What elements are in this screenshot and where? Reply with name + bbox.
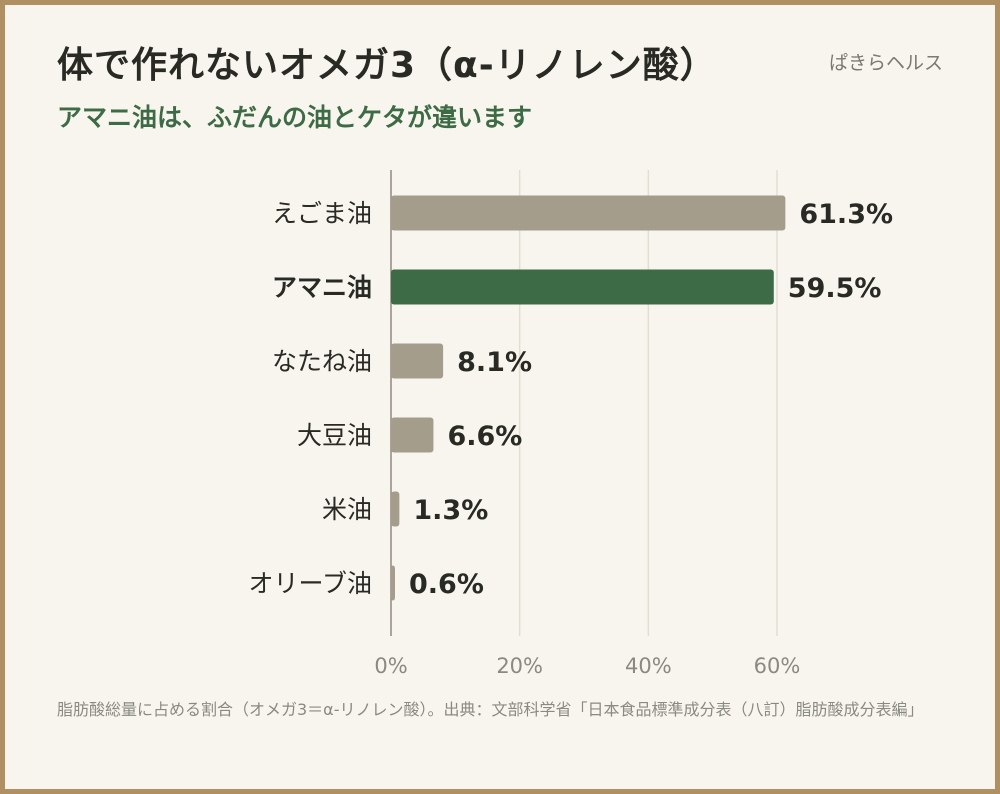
category-label: 大豆油 — [297, 421, 372, 450]
x-tick-label: 40% — [625, 654, 672, 678]
value-label: 0.6% — [409, 569, 484, 600]
bar — [391, 269, 774, 305]
x-tick-label: 0% — [374, 654, 407, 678]
source-footnote: 脂肪酸総量に占める割合（オメガ3＝α-リノレン酸）。出典：文部科学省「日本食品標… — [57, 700, 924, 719]
category-label: なたね油 — [272, 347, 372, 376]
chart-subtitle: アマニ油は、ふだんの油とケタが違います — [57, 103, 533, 132]
value-label: 61.3% — [799, 199, 893, 230]
x-tick-label: 60% — [754, 654, 801, 678]
category-label: 米油 — [322, 495, 372, 524]
bar — [391, 195, 786, 231]
bar — [391, 343, 444, 379]
category-label: えごま油 — [272, 199, 372, 228]
x-tick-label: 20% — [496, 654, 543, 678]
bar — [391, 417, 434, 453]
bar — [391, 491, 400, 527]
value-label: 59.5% — [788, 273, 882, 304]
chart-title: 体で作れないオメガ3（α-リノレン酸） — [57, 45, 717, 86]
value-label: 1.3% — [413, 495, 488, 526]
category-label: オリーブ油 — [248, 569, 372, 598]
category-label: アマニ油 — [272, 273, 372, 302]
chart-card — [5, 5, 995, 789]
value-label: 8.1% — [457, 347, 532, 378]
value-label: 6.6% — [447, 421, 522, 452]
bar — [391, 565, 395, 601]
brand-label: ぱきらヘルス — [828, 52, 943, 74]
